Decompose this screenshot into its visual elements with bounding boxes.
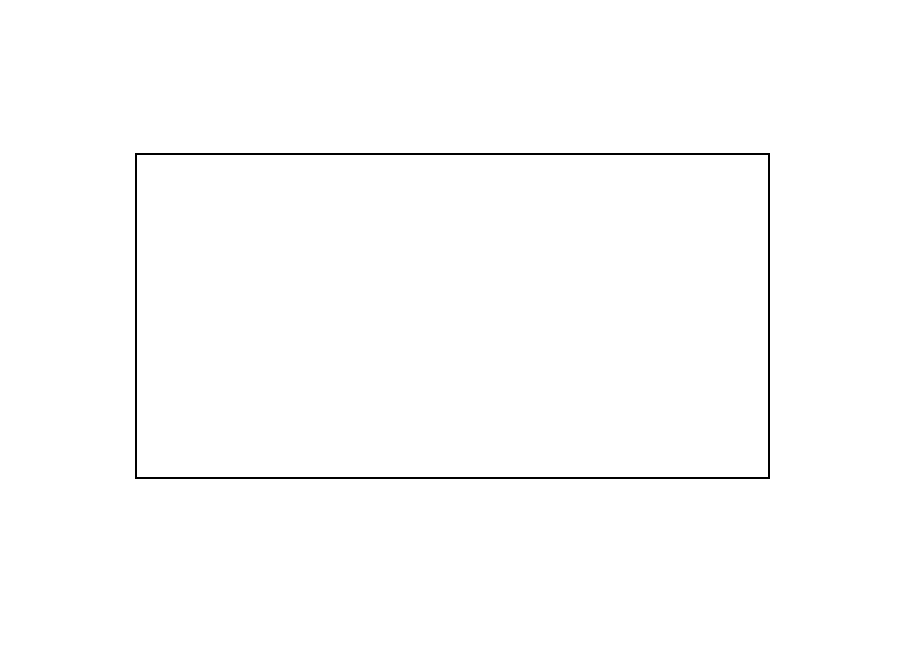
colorbar bbox=[780, 200, 904, 530]
contour-plot bbox=[135, 153, 770, 479]
